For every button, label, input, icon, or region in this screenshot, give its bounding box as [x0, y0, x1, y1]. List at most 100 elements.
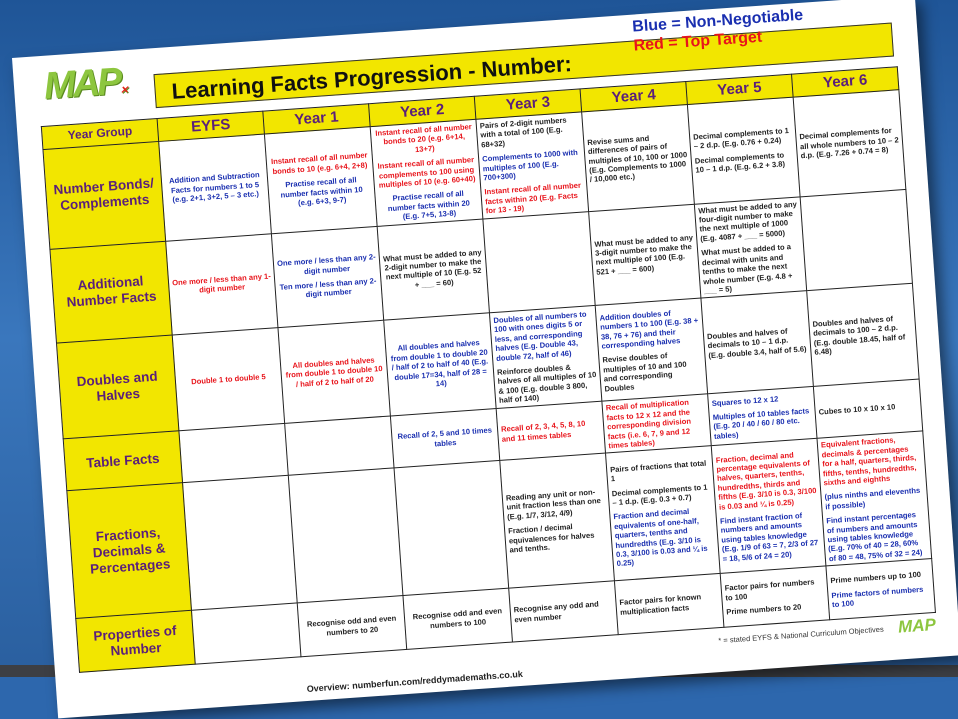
objective-text: Reading any unit or non-unit fraction le… [505, 487, 602, 522]
objective-text: Doubles and halves of decimals to 100 – … [812, 314, 906, 357]
table-cell: What must be added to any 2-digit number… [377, 218, 490, 321]
objective-text: Doubles of all numbers to 100 with ones … [493, 309, 587, 363]
row-header: Fractions, Decimals & Percentages [66, 482, 192, 619]
document-page: MAP✕ Learning Facts Progression - Number… [12, 0, 958, 719]
objective-text: Equivalent fractions, decimals & percent… [820, 435, 917, 488]
row-header: Table Facts [63, 431, 183, 492]
row-header: Additional Number Facts [49, 240, 173, 344]
objective-text: Pairs of fractions that total 1 [609, 458, 707, 484]
table-cell [284, 416, 395, 476]
objective-text: Practise recall of all number facts with… [387, 189, 471, 222]
table-cell: One more / less than any 1-digit number [165, 233, 278, 336]
table-cell: Instant recall of all number bonds to 20… [370, 119, 483, 227]
objective-text: Pairs of 2-digit numbers with a total of… [479, 115, 567, 150]
objective-text: Complements to 1000 with multiples of 10… [481, 147, 579, 183]
table-cell: Reading any unit or non-unit fraction le… [499, 453, 615, 589]
objective-text: Double 1 to double 5 [190, 372, 267, 387]
footnote: * = stated EYFS & National Curriculum Ob… [718, 624, 884, 646]
objective-text: Factor pairs for known multiplication fa… [619, 592, 702, 617]
table-cell: What must be added to any 3-digit number… [588, 203, 701, 306]
table-cell: Addition and Subtraction Facts for numbe… [158, 134, 272, 241]
table-cell [288, 468, 403, 604]
objective-text: (plus ninths and elevenths if possible) [824, 486, 921, 512]
table-cell: Recognise any odd and even number [508, 580, 619, 643]
table-cell [191, 603, 301, 665]
objective-text: Recall of 2, 3, 4, 5, 8, 10 and 11 times… [500, 419, 586, 444]
table-cell [482, 211, 596, 314]
objective-text: Factor pairs for numbers to 100 [724, 577, 815, 603]
objective-text: Squares to 12 x 12 [711, 393, 779, 408]
objective-text: Instant recall of all number complements… [377, 155, 476, 190]
objective-text: Decimal complements for all whole number… [799, 126, 899, 161]
table-cell: All doubles and halves from double 1 to … [277, 320, 391, 424]
table-cell: Pairs of 2-digit numbers with a total of… [475, 111, 589, 219]
objective-text: Practise recall of all number facts with… [280, 175, 363, 208]
objective-text: Recall of 2, 5 and 10 times tables [397, 425, 493, 449]
table-cell: One more / less than any 2-digit number T… [271, 226, 384, 328]
objective-text: Decimal complements to 1 – 2 d.p. (E.g. … [692, 126, 790, 152]
objective-text: Addition and Subtraction Facts for numbe… [168, 170, 260, 205]
row-header: Properties of Number [75, 610, 196, 673]
objective-text: Decimal complements to 10 – 1 d.p. (E.g.… [694, 150, 786, 175]
table-cell: All doubles and halves from double 1 to … [383, 313, 497, 417]
objective-text: Prime numbers up to 100 [830, 569, 922, 586]
objective-text: Recall of multiplication facts to 12 x 1… [605, 397, 692, 451]
table-cell: Cubes to 10 x 10 x 10 [813, 379, 923, 439]
table-cell: Factor pairs for known multiplication fa… [614, 573, 724, 635]
table-cell: Recall of 2, 3, 4, 5, 8, 10 and 11 times… [496, 401, 606, 461]
objective-text: Revise sums and differences of pairs of … [586, 133, 688, 185]
table-cell: Addition doubles of numbers 1 to 100 (E.… [595, 298, 708, 402]
logo-mark-icon: ✕ [119, 84, 129, 97]
objective-text: Find instant fraction of numbers and amo… [719, 510, 819, 564]
legend: Blue = Non-Negotiable Red = Top Target [632, 6, 805, 56]
objective-text: Instant recall of all number facts withi… [484, 181, 582, 216]
table-cell: Pairs of fractions that total 1 Decimal c… [605, 446, 721, 581]
table-cell [182, 475, 298, 611]
objective-text: Prime numbers to 20 [726, 602, 802, 617]
objective-text: One more / less than any 2-digit number [276, 252, 376, 276]
objective-text: All doubles and halves from double 1 to … [390, 338, 489, 389]
table-cell [800, 189, 913, 291]
table-cell: Double 1 to double 5 [172, 327, 285, 432]
objective-text: Revise doubles of multiples of 10 and 10… [602, 351, 687, 393]
table-cell: Instant recall of all number bonds to 10… [264, 126, 378, 234]
objective-text: Fraction, decimal and percentage equival… [715, 449, 817, 512]
table-cell [178, 423, 289, 483]
objective-text: All doubles and halves from double 1 to … [285, 355, 383, 389]
objective-text: What must be added to any 2-digit number… [382, 247, 482, 290]
objective-text: Multiples of 10 tables facts (E.g. 20 / … [712, 406, 810, 441]
footer-logo: MAP [897, 615, 937, 637]
objective-text: Decimal complements to 1 – 1 d.p. (E.g. … [611, 482, 708, 508]
objective-text: Addition doubles of numbers 1 to 100 (E.… [599, 308, 699, 351]
row-header: Number Bonds/ Complements [42, 141, 166, 249]
table-cell: Equivalent fractions, decimals & percent… [817, 431, 932, 567]
table-cell: Factor pairs for numbers to 100 Prime num… [720, 566, 830, 628]
table-cell: Decimal complements to 1 – 2 d.p. (E.g. … [687, 97, 801, 204]
table-cell: Recognise odd and even numbers to 100 [402, 588, 513, 650]
objective-text: Reinforce doubles & halves of all multip… [496, 362, 597, 406]
table-cell [394, 460, 509, 596]
row-header: Doubles and Halves [56, 335, 179, 440]
table-cell: Revise sums and differences of pairs of … [581, 104, 695, 212]
table-cell: Doubles and halves of decimals to 100 – … [806, 283, 920, 387]
table-cell: Prime numbers up to 100 Prime factors of … [825, 558, 936, 621]
table-cell: Recall of multiplication facts to 12 x 1… [601, 394, 712, 454]
objective-text: One more / less than any 1-digit number [171, 271, 272, 295]
table-cell: What must be added to any four-digit num… [694, 196, 807, 299]
objective-text: What must be added to any four-digit num… [698, 199, 798, 244]
table-cell: Squares to 12 x 12 Multiples of 10 tables… [707, 386, 818, 447]
map-logo: MAP✕ [42, 58, 129, 114]
table-cell: Fraction, decimal and percentage equival… [711, 438, 826, 574]
table-cell: Doubles of all numbers to 100 with ones … [489, 305, 602, 409]
objective-text: Cubes to 10 x 10 x 10 [818, 402, 896, 417]
objective-text: What must be added to a decimal with uni… [700, 242, 793, 296]
objective-text: Ten more / less than any 2-digit number [279, 276, 377, 300]
objective-text: Recognise any odd and even number [513, 599, 600, 625]
objective-text: Instant recall of all number bonds to 20… [374, 122, 473, 154]
objective-text: Doubles and halves of decimals to 10 – 1… [706, 326, 807, 360]
table-cell: Decimal complements for all whole number… [793, 89, 906, 197]
objective-text: What must be added to any 3-digit number… [594, 232, 694, 277]
objective-text: Fraction / decimal equivalences for halv… [507, 522, 595, 555]
objective-text: Prime factors of numbers to 100 [831, 584, 924, 610]
